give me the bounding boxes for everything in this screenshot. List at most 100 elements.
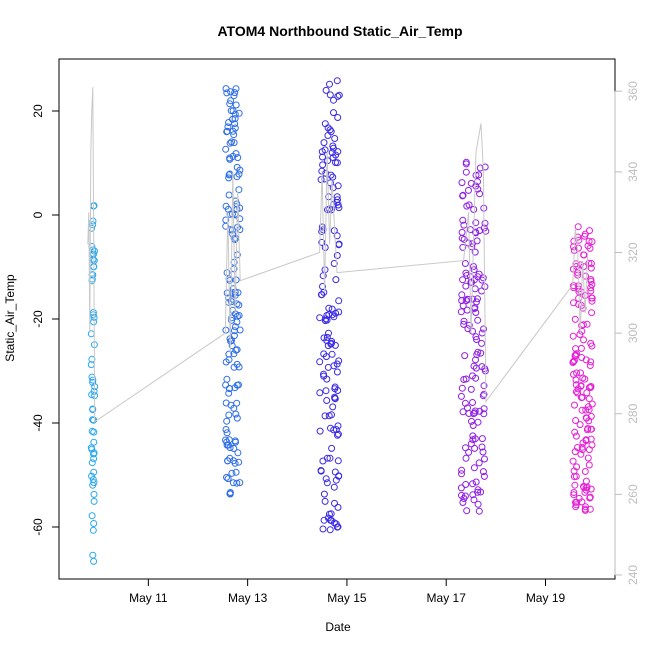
scatter-point <box>480 382 488 390</box>
scatter-point <box>588 281 596 288</box>
scatter-point <box>475 459 483 467</box>
scatter-point <box>320 490 328 498</box>
scatter-point <box>574 269 582 277</box>
scatter-point <box>458 466 466 474</box>
scatter-point <box>467 179 475 187</box>
scatter-point <box>470 206 478 213</box>
scatter-point <box>470 263 477 270</box>
scatter-point <box>334 503 342 511</box>
scatter-point <box>460 495 468 502</box>
scatter-point <box>585 406 593 414</box>
scatter-point <box>222 358 230 366</box>
scatter-point <box>223 473 230 481</box>
scatter-point <box>571 315 579 323</box>
scatter-point <box>236 166 244 174</box>
scatter-point <box>459 243 467 251</box>
scatter-point <box>233 479 241 487</box>
scatter-point <box>581 468 589 475</box>
scatter-point <box>322 475 330 483</box>
scatter-point <box>330 96 337 104</box>
scatter-point <box>89 376 97 384</box>
scatter-cluster <box>457 158 490 515</box>
scatter-point <box>582 436 590 444</box>
scatter-point <box>333 77 341 85</box>
scatter-point <box>457 392 465 400</box>
scatter-point <box>334 422 342 430</box>
scatter-point <box>584 242 592 250</box>
scatter-point <box>230 363 238 371</box>
scatter-point <box>223 289 231 297</box>
scatter-point <box>325 329 332 337</box>
scatter-point <box>473 336 480 343</box>
scatter-point <box>228 138 235 146</box>
scatter-point <box>222 216 230 224</box>
y2-tick-label: 280 <box>626 403 640 423</box>
scatter-point <box>326 454 334 462</box>
scatter-point <box>588 238 596 246</box>
scatter-point <box>330 483 338 491</box>
scatter-point <box>578 393 586 401</box>
scatter-point <box>235 170 243 178</box>
scatter-point <box>89 481 97 489</box>
scatter-point <box>574 223 582 231</box>
scatter-point <box>458 384 466 392</box>
scatter-point <box>334 196 341 204</box>
x-tick-label: May 13 <box>228 591 268 605</box>
scatter-point <box>334 457 342 465</box>
scatter-point <box>327 424 334 432</box>
scatter-point <box>471 276 478 284</box>
scatter-point <box>227 97 235 105</box>
scatter-point <box>226 100 234 108</box>
scatter-point <box>457 484 465 492</box>
scatter-point <box>222 426 230 433</box>
scatter-point <box>570 299 577 307</box>
scatter-point <box>458 470 465 478</box>
scatter-point <box>587 358 595 366</box>
scatter-point <box>90 520 98 527</box>
scatter-point <box>474 178 481 186</box>
scatter-point <box>331 395 339 403</box>
x-tick-label: May 17 <box>427 591 467 605</box>
scatter-point <box>329 173 337 181</box>
scatter-point <box>316 314 324 322</box>
scatter-point <box>570 282 578 290</box>
scatter-point <box>331 135 339 142</box>
scatter-point <box>469 399 476 406</box>
y-tick-label: -60 <box>31 518 45 536</box>
scatter-point <box>458 234 466 242</box>
scatter-point <box>229 127 237 135</box>
scatter-point <box>323 454 331 462</box>
scatter-point <box>478 435 486 443</box>
scatter-point <box>476 227 483 235</box>
scatter-point <box>588 400 596 408</box>
scatter-point <box>90 557 98 565</box>
scatter-point <box>316 427 324 435</box>
scatter-point <box>569 332 577 340</box>
scatter-point <box>316 389 324 397</box>
scatter-point <box>318 228 326 235</box>
scatter-point <box>225 174 233 182</box>
scatter-point <box>477 488 485 496</box>
scatter-point <box>586 362 594 369</box>
scatter-point <box>472 171 480 179</box>
scatter-point <box>470 266 478 274</box>
scatter-point <box>322 86 330 94</box>
scatter-point <box>326 91 334 99</box>
scatter-point <box>479 468 487 476</box>
scatter-point <box>478 443 486 451</box>
scatter-point <box>572 388 580 396</box>
scatter-point <box>232 85 240 93</box>
chart-title: ATOM4 Northbound Static_Air_Temp <box>217 23 462 39</box>
scatter-point <box>231 437 239 445</box>
scatter-point <box>335 308 343 316</box>
scatter-point <box>320 139 328 147</box>
scatter-point <box>317 467 325 475</box>
scatter-point <box>465 186 472 194</box>
scatter-point <box>326 126 334 134</box>
scatter-point <box>587 425 595 433</box>
scatter-point <box>471 444 479 452</box>
scatter-point <box>231 459 239 467</box>
scatter-point <box>588 297 596 305</box>
scatter-point <box>229 479 237 487</box>
